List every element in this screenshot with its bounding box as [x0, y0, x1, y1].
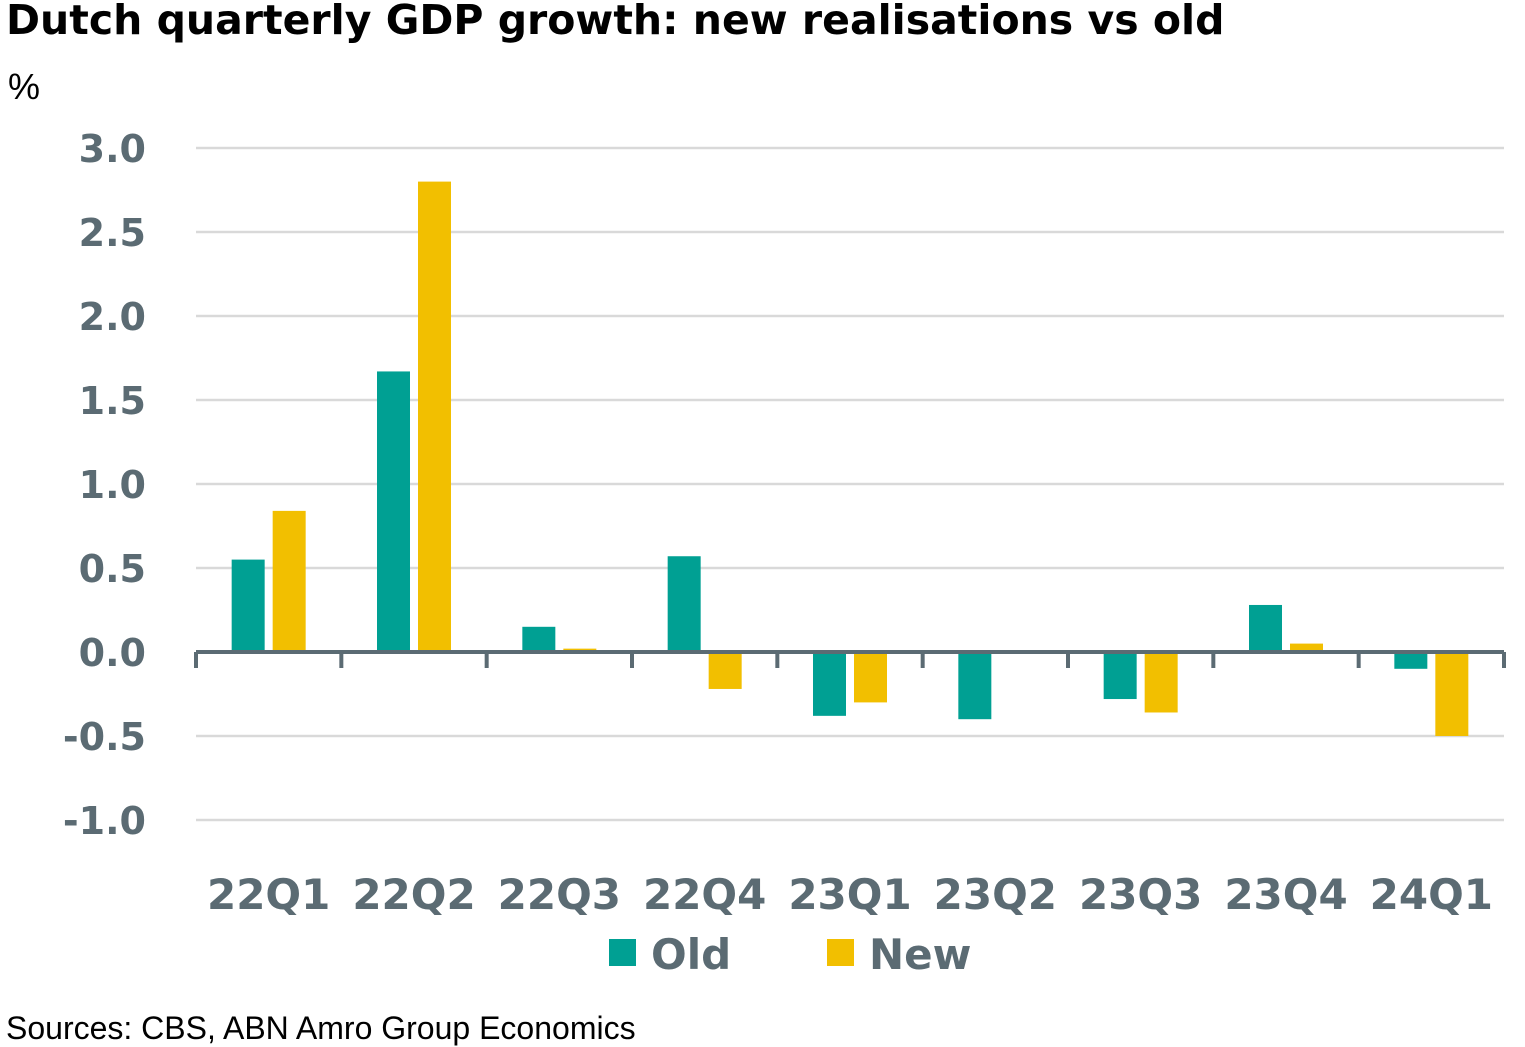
source-note: Sources: CBS, ABN Amro Group Economics: [6, 1010, 636, 1046]
bar-old-23Q2: [958, 652, 992, 720]
y-tick-label: 1.5: [79, 379, 146, 423]
bar-new-22Q1: [272, 510, 306, 652]
legend-swatch-old: [609, 939, 636, 966]
y-axis-unit: %: [8, 66, 41, 107]
x-tick-label: 23Q2: [934, 870, 1057, 919]
y-tick-label: 2.5: [79, 211, 146, 255]
chart-title: Dutch quarterly GDP growth: new realisat…: [6, 0, 1225, 44]
bar-new-22Q4: [708, 652, 742, 689]
bar-chart: 3.02.52.01.51.00.50.0-0.5-1.0 22Q1 22Q2 22…: [63, 127, 1506, 979]
bar-new-23Q3: [1144, 652, 1178, 713]
y-tick-label: 2.0: [79, 295, 146, 339]
bar-old-22Q2: [377, 371, 410, 652]
bar-new-23Q4: [1290, 643, 1323, 652]
bar-old-23Q3: [1103, 652, 1137, 700]
bar-old-23Q1: [813, 652, 846, 716]
legend-label-new: New: [869, 930, 971, 979]
bar-new-24Q1: [1435, 652, 1469, 736]
bar-old-24Q1: [1394, 652, 1428, 669]
x-tick-label: 23Q4: [1224, 870, 1347, 919]
legend-label-old: Old: [651, 930, 731, 979]
y-tick-label: 1.0: [79, 463, 146, 507]
bars: [231, 181, 1469, 736]
bar-old-22Q4: [667, 556, 701, 652]
gridlines: [196, 146, 1504, 822]
y-tick-label: -0.5: [63, 715, 146, 759]
legend: Old New: [609, 930, 971, 979]
x-tick-label: 24Q1: [1370, 870, 1493, 919]
x-tick-label: 23Q1: [788, 870, 911, 919]
bar-new-22Q2: [418, 181, 451, 652]
x-axis: [194, 650, 1506, 668]
bar-old-22Q3: [522, 626, 556, 652]
bar-new-23Q1: [854, 652, 887, 703]
x-tick-label: 22Q4: [643, 870, 766, 919]
legend-swatch-new: [827, 939, 854, 966]
x-tick-label: 23Q3: [1079, 870, 1202, 919]
y-axis-ticks: 3.0 2.5 2.0 1.5 1.0 0.5 0.0 -0.5 -1.0: [63, 127, 146, 843]
x-tick-label: 22Q3: [498, 870, 621, 919]
x-tick-label: 22Q1: [207, 870, 330, 919]
x-tick-label: 22Q2: [352, 870, 475, 919]
y-tick-label: 0.5: [79, 547, 146, 591]
y-tick-label: 0.0: [79, 631, 146, 675]
x-axis-ticks: 22Q1 22Q2 22Q3 22Q4 23Q1 23Q2 23Q3 23Q4 24Q1: [207, 870, 1493, 919]
y-tick-label: 3.0: [79, 127, 146, 171]
y-tick-label: -1.0: [63, 799, 146, 843]
bar-old-23Q4: [1249, 604, 1282, 652]
bar-old-22Q1: [231, 559, 265, 652]
